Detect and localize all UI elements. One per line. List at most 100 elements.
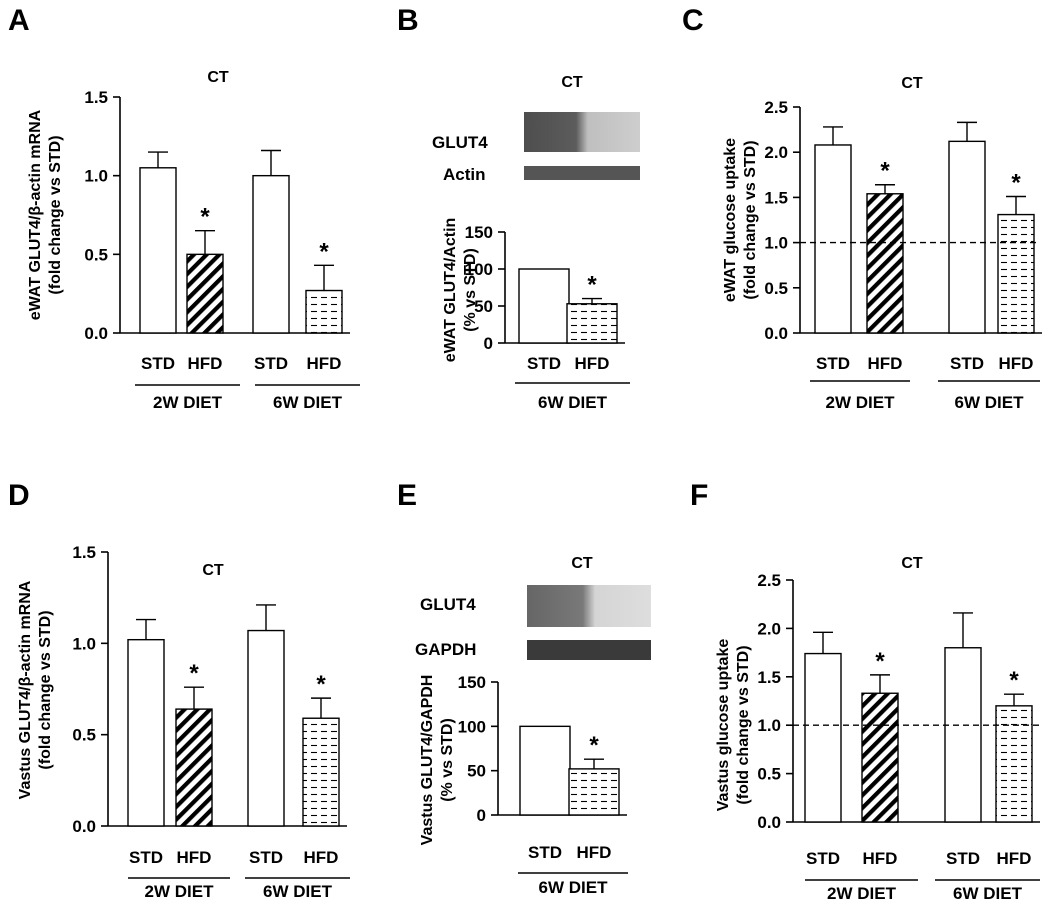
panel-f-category-label-0-0: STD (806, 849, 840, 868)
panel-f-y-tick-label-4: 2.0 (757, 619, 781, 638)
panel-f-y-tick-label-3: 1.5 (757, 668, 781, 687)
panel-e-blot-gapdh-band (527, 640, 651, 660)
panel-f-bar-1-0 (944, 647, 982, 823)
panel-b-western-blot: GLUT4 Actin (432, 112, 640, 184)
panel-c-bar-0-0 (814, 144, 852, 334)
panel-a-category-label-1-1: HFD (307, 354, 342, 373)
panel-d-sig-0-1: * (189, 660, 199, 687)
panel-c-bar-0-1 (866, 193, 904, 334)
panel-c-y-tick-label-3: 1.5 (764, 188, 788, 207)
panel-d-group-label-0: 2W DIET (145, 882, 215, 901)
panel-c-category-label-1-1: HFD (999, 354, 1034, 373)
panel-e-y-label-line-1: (% vs STD) (439, 718, 456, 802)
panel-b-bar-0-0 (518, 268, 570, 344)
panel-d-bar-0-0 (127, 638, 165, 827)
panel-c-category-label-0-1: HFD (868, 354, 903, 373)
panel-letter-e: E (397, 479, 417, 512)
panel-b-blot-label-1: Actin (443, 165, 486, 184)
panel-e-western-blot: GLUT4 GAPDH (415, 585, 651, 660)
panel-a-sig-0-1: * (200, 204, 210, 231)
panel-c-title: CT (901, 75, 923, 92)
panel-e-y-tick-label-2: 100 (458, 717, 486, 736)
panel-c-y-tick-label-1: 0.5 (764, 279, 788, 298)
panel-f-bar-1-1 (995, 705, 1033, 823)
panel-d-title: CT (202, 562, 224, 579)
panel-e-category-label-0-1: HFD (577, 843, 612, 862)
panel-letter-d: D (8, 479, 30, 512)
panel-b-category-label-0-1: HFD (575, 354, 610, 373)
panel-d-group-label-1: 6W DIET (263, 882, 333, 901)
panel-f-y-tick-label-1: 0.5 (757, 765, 781, 784)
panel-d-bar-0-1 (175, 708, 213, 827)
panel-a-y-label-line-1: (fold change vs STD) (47, 135, 64, 294)
panel-a-category-label-1-0: STD (254, 354, 288, 373)
panel-c-y-label-line-0: eWAT glucose uptake (722, 138, 739, 302)
panel-a-category-label-0-1: HFD (188, 354, 223, 373)
panel-f-category-label-0-1: HFD (863, 849, 898, 868)
panel-d-category-label-0-1: HFD (177, 848, 212, 867)
panel-d-category-label-0-0: STD (129, 848, 163, 867)
panel-a-y-tick-label-3: 1.5 (84, 88, 108, 107)
panel-f-y-tick-label-2: 1.0 (757, 716, 781, 735)
panel-b-group-label-0: 6W DIET (538, 393, 608, 412)
panel-c-category-label-0-0: STD (816, 354, 850, 373)
panel-f-bar-0-0 (804, 652, 842, 823)
panel-c-group-label-0: 2W DIET (826, 393, 896, 412)
panel-e-blot-label-0: GLUT4 (420, 595, 476, 614)
panel-e-title: CT (571, 555, 593, 572)
panel-letter-b: B (397, 4, 419, 37)
panel-f-y-label-line-1: (fold change vs STD) (735, 645, 752, 804)
panel-b-blot-actin-band (524, 166, 640, 180)
panel-c-group-label-1: 6W DIET (955, 393, 1025, 412)
panel-e-sig-0-1: * (589, 732, 599, 759)
panel-b-y-tick-label-3: 150 (465, 223, 493, 242)
panel-e-bar-0-0 (519, 725, 571, 816)
panel-d-y-label-line-1: (fold change vs STD) (37, 610, 54, 769)
panel-e-group-label-0: 6W DIET (539, 878, 609, 897)
panel-b-y-tick-label-1: 50 (474, 297, 493, 316)
panel-a-bar-0-0 (139, 167, 177, 334)
panel-a-group-label-1: 6W DIET (273, 393, 343, 412)
panel-b-title: CT (561, 74, 583, 91)
panel-b-y-label: eWAT GLUT4/Actin (% vs STD) (442, 218, 479, 363)
panel-d-y-label: Vastus GLUT4/β-actin mRNA (fold change vs… (17, 580, 54, 799)
panel-c-bar-1-0 (948, 140, 986, 334)
panel-letter-f: F (690, 479, 708, 512)
panel-d-y-tick-label-0: 0.0 (72, 817, 96, 836)
panel-b-y-tick-label-2: 100 (465, 260, 493, 279)
panel-f-category-label-1-0: STD (946, 849, 980, 868)
panel-d-y-tick-label-2: 1.0 (72, 634, 96, 653)
panel-f-sig-0-1: * (875, 648, 885, 675)
panel-e-y-label-line-0: Vastus GLUT4/GAPDH (419, 675, 436, 846)
panel-f-y-label-line-0: Vastus glucose uptake (715, 639, 732, 812)
panel-f-y-tick-label-0: 0.0 (757, 813, 781, 832)
panel-b-bar-0-1 (566, 303, 618, 344)
panel-b-blot-glut4-band (524, 112, 640, 152)
panel-e-y-tick-label-0: 0 (477, 806, 486, 825)
panel-a-bar-1-0 (252, 174, 290, 334)
panel-a-y-tick-label-0: 0.0 (84, 324, 108, 343)
panel-c-y-tick-label-2: 1.0 (764, 234, 788, 253)
panel-a-category-label-0-0: STD (141, 354, 175, 373)
panel-d-category-label-1-1: HFD (304, 848, 339, 867)
panel-f-title: CT (901, 555, 923, 572)
panel-c-category-label-1-0: STD (950, 354, 984, 373)
panel-a-bar-1-1 (305, 289, 343, 334)
panel-d-bar-1-1 (302, 717, 340, 827)
panel-f-sig-1-1: * (1009, 667, 1019, 694)
panel-e-y-tick-label-1: 50 (467, 762, 486, 781)
panel-d-bar-1-0 (247, 629, 285, 827)
panel-a-bar-0-1 (186, 253, 224, 334)
panel-a-sig-1-1: * (319, 238, 329, 265)
panel-f-y-tick-label-5: 2.5 (757, 571, 781, 590)
panel-d-y-tick-label-3: 1.5 (72, 543, 96, 562)
panel-c-y-label-line-1: (fold change vs STD) (742, 140, 759, 299)
panel-f-y-label: Vastus glucose uptake (fold change vs STD… (715, 639, 752, 812)
panel-b-category-label-0-0: STD (527, 354, 561, 373)
panel-a-y-label-line-0: eWAT GLUT4/β-actin mRNA (27, 109, 44, 320)
panel-b-sig-0-1: * (587, 272, 597, 299)
panel-e-bar-0-1 (568, 768, 620, 816)
panel-e-blot-glut4-band (527, 585, 651, 627)
panel-b-blot-label-0: GLUT4 (432, 133, 488, 152)
